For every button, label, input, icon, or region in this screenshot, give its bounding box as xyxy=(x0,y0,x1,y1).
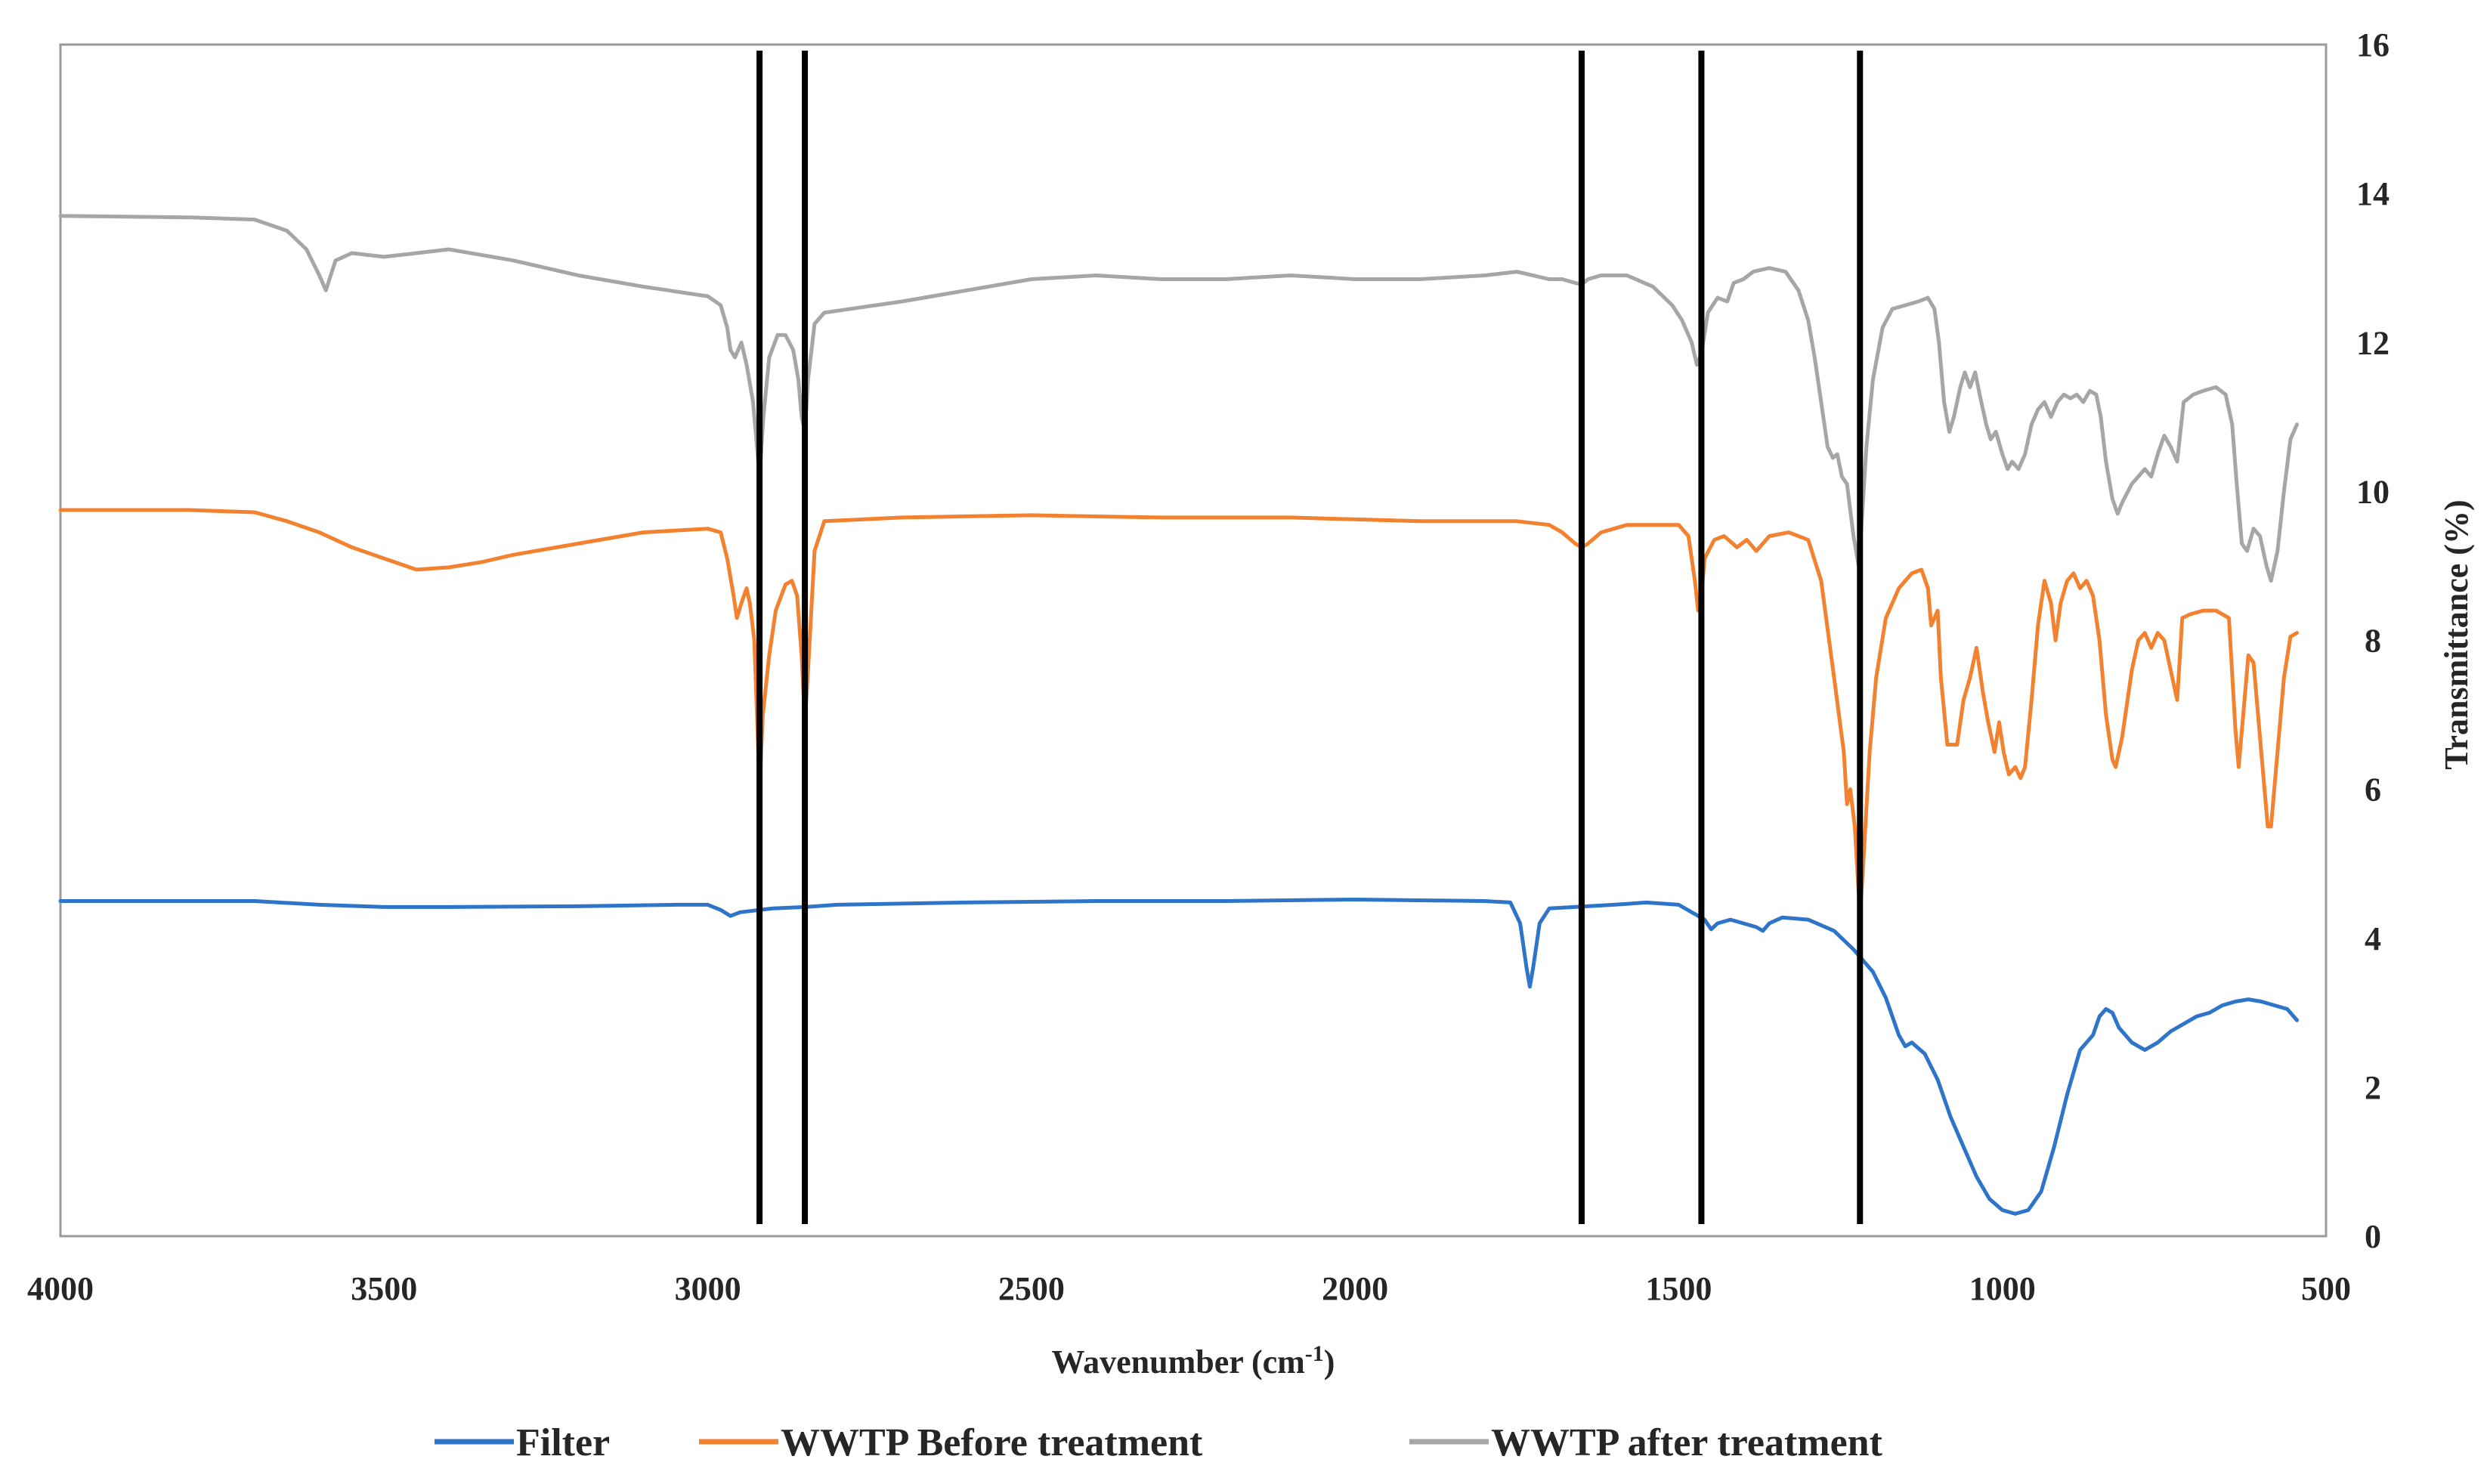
y-tick-label: 0 xyxy=(2365,1218,2381,1255)
legend-label: WWTP Before treatment xyxy=(781,1421,1203,1464)
x-tick-label: 3000 xyxy=(675,1270,741,1307)
series-line-2 xyxy=(58,214,2299,583)
y-tick-label: 6 xyxy=(2365,771,2381,808)
x-tick-label: 2000 xyxy=(1322,1270,1388,1307)
x-axis-title-superscript: -1 xyxy=(1305,1341,1324,1366)
y-tick-label: 2 xyxy=(2365,1069,2381,1106)
series-line-1 xyxy=(58,508,2299,918)
legend-item: WWTP Before treatment xyxy=(699,1421,1203,1464)
x-tick-label: 4000 xyxy=(27,1270,94,1307)
x-tick-label: 500 xyxy=(2301,1270,2351,1307)
y-axis-title: Transmittance (%) xyxy=(2438,499,2475,769)
x-tick-label: 3500 xyxy=(351,1270,417,1307)
y-tick-label: 10 xyxy=(2356,473,2390,510)
y-tick-label: 12 xyxy=(2356,324,2390,361)
x-axis-title: Wavenumber (cm-1) xyxy=(1052,1341,1335,1380)
y-tick-label: 4 xyxy=(2365,920,2381,957)
legend-label: WWTP after treatment xyxy=(1491,1421,1883,1464)
legend: Filter WWTP Before treatment WWTP after tr… xyxy=(435,1421,1883,1464)
x-axis-title-main: Wavenumber (cm xyxy=(1052,1343,1305,1380)
legend-label: Filter xyxy=(516,1421,610,1464)
y-tick-label: 8 xyxy=(2365,623,2381,660)
marker-lines xyxy=(756,51,1864,1224)
series-line-0 xyxy=(58,898,2299,1216)
x-tick-label: 1500 xyxy=(1645,1270,1712,1307)
legend-item: Filter xyxy=(435,1421,610,1464)
legend-item: WWTP after treatment xyxy=(1409,1421,1883,1464)
y-tick-label: 16 xyxy=(2356,26,2390,63)
x-tick-label: 2500 xyxy=(998,1270,1065,1307)
x-axis-ticks: 4000 3500 3000 2500 2000 1500 1000 500 xyxy=(27,1270,2351,1307)
y-axis-ticks: 0 2 4 6 8 10 12 14 16 xyxy=(2356,26,2390,1255)
x-tick-label: 1000 xyxy=(1969,1270,2036,1307)
y-tick-label: 14 xyxy=(2356,175,2390,212)
x-axis-title-suffix: ) xyxy=(1324,1343,1335,1380)
series-layer xyxy=(58,214,2299,1216)
plot-area-frame xyxy=(59,43,2328,1238)
